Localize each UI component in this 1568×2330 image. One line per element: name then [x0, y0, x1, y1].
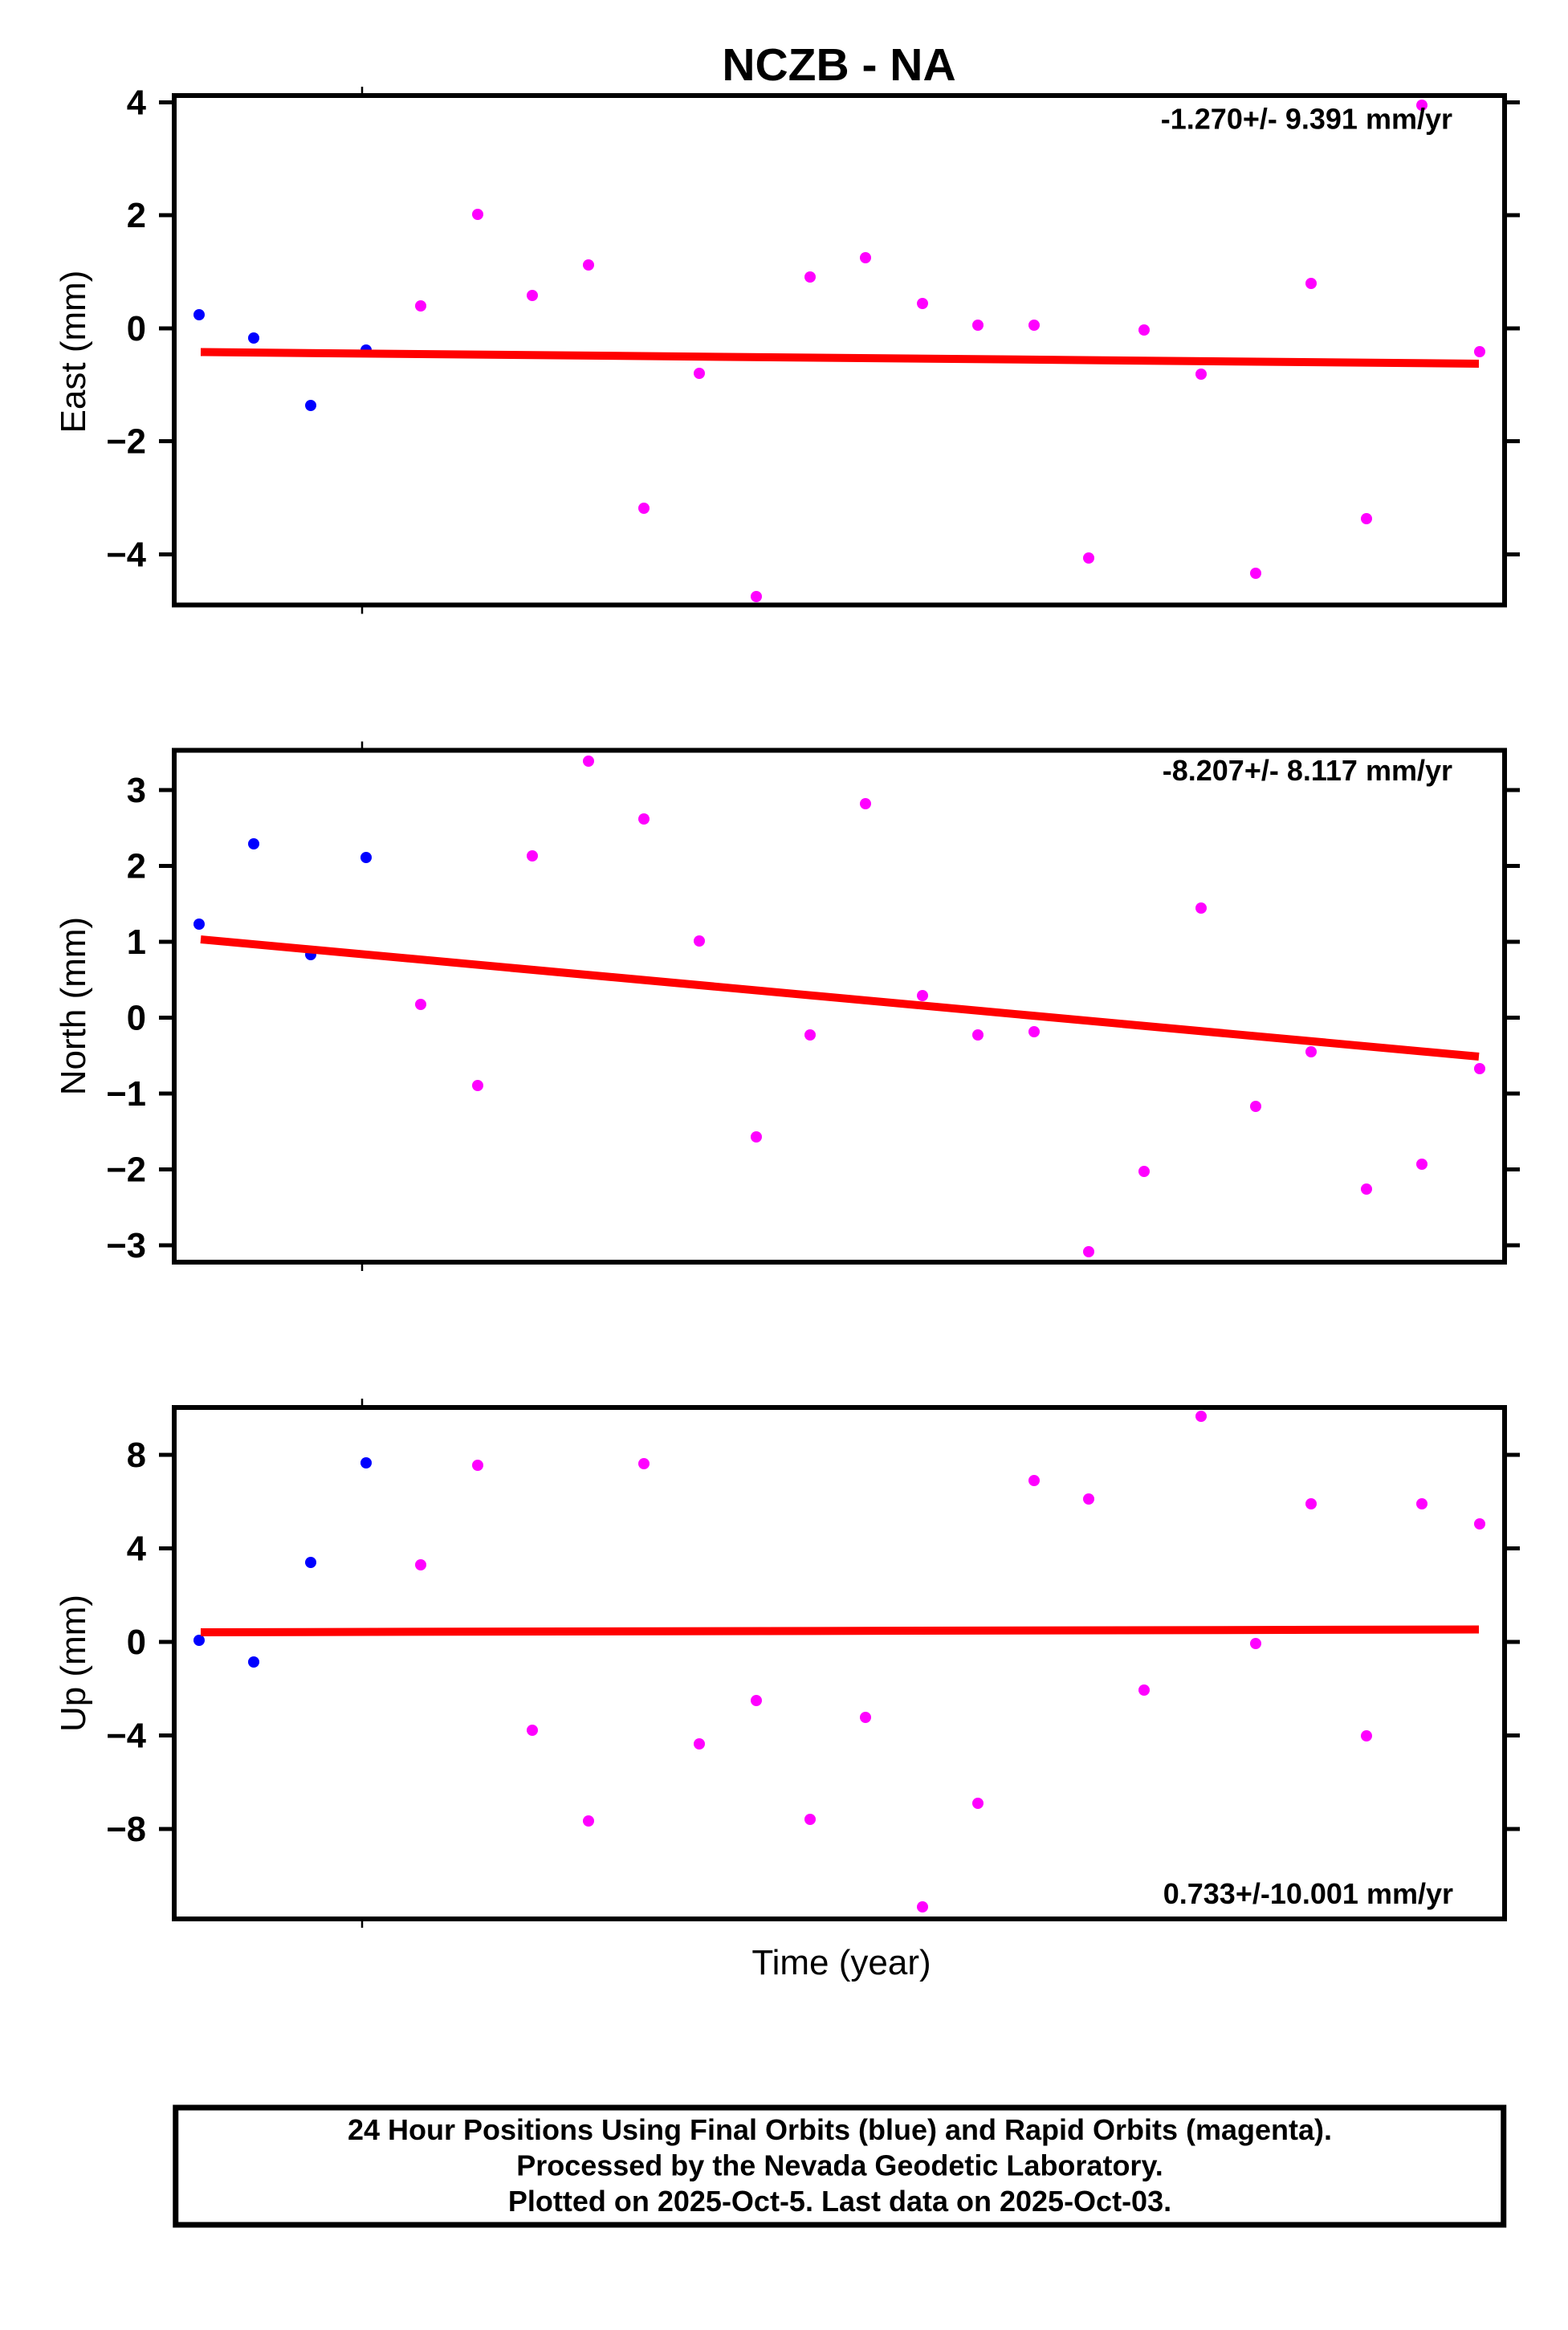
svg-text:−3: −3: [106, 1227, 146, 1265]
svg-text:0: 0: [127, 1623, 146, 1662]
svg-text:2: 2: [127, 848, 146, 886]
svg-text:4: 4: [127, 84, 146, 123]
svg-text:Up (mm): Up (mm): [54, 1595, 93, 1732]
svg-text:−8: −8: [106, 1811, 146, 1849]
svg-text:−4: −4: [106, 1717, 146, 1756]
svg-text:0.733+/-10.001 mm/yr: 0.733+/-10.001 mm/yr: [1163, 1877, 1453, 1910]
svg-text:-1.270+/- 9.391 mm/yr: -1.270+/- 9.391 mm/yr: [1161, 103, 1452, 136]
svg-text:−2: −2: [106, 423, 146, 462]
svg-text:8: 8: [127, 1436, 146, 1475]
svg-text:Plotted on 2025-Oct-5. Last da: Plotted on 2025-Oct-5. Last data on 2025…: [508, 2185, 1171, 2218]
svg-text:1: 1: [127, 923, 146, 962]
svg-text:4: 4: [127, 1530, 146, 1569]
svg-text:−4: −4: [106, 536, 146, 575]
svg-text:−2: −2: [106, 1151, 146, 1190]
svg-text:Time (year): Time (year): [751, 1943, 931, 1982]
svg-text:North (mm): North (mm): [54, 917, 93, 1095]
svg-text:24 Hour Positions Using Final: 24 Hour Positions Using Final Orbits (bl…: [348, 2113, 1332, 2146]
svg-text:−1: −1: [106, 1075, 146, 1114]
svg-text:3: 3: [127, 772, 146, 810]
svg-text:NCZB - NA: NCZB - NA: [722, 39, 955, 91]
svg-text:2: 2: [127, 197, 146, 235]
svg-text:East (mm): East (mm): [54, 271, 93, 434]
svg-text:-8.207+/- 8.117 mm/yr: -8.207+/- 8.117 mm/yr: [1163, 754, 1452, 787]
svg-text:0: 0: [127, 310, 146, 348]
svg-text:0: 0: [127, 1000, 146, 1038]
svg-text:Processed by the Nevada Geodet: Processed by the Nevada Geodetic Laborat…: [516, 2149, 1163, 2182]
